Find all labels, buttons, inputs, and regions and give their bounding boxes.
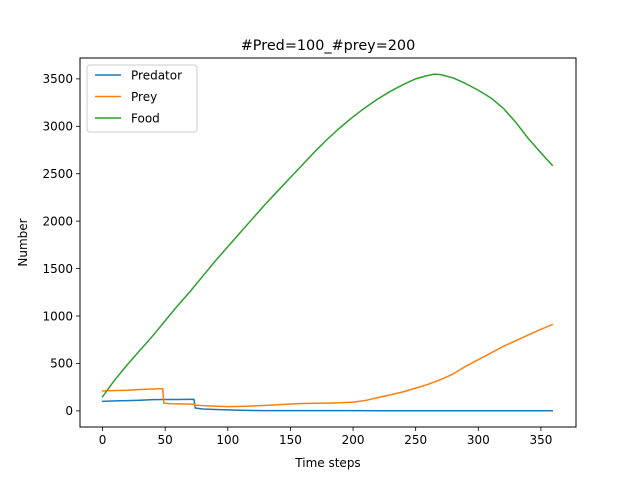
series-lines	[101, 73, 554, 412]
y-tick-label: 0	[65, 404, 73, 418]
y-tick-label: 3500	[42, 72, 73, 86]
y-tick-label: 1000	[42, 309, 73, 323]
x-tick-label: 100	[216, 433, 239, 447]
series-line-predator	[101, 398, 553, 412]
y-tick-label: 3000	[42, 120, 73, 134]
legend-box	[86, 64, 198, 133]
series-line-food	[101, 73, 554, 398]
x-tick-label: 0	[99, 433, 107, 447]
y-tick-label: 500	[50, 357, 73, 371]
x-axis-label: Time steps	[294, 456, 360, 470]
plot-frame	[79, 57, 577, 428]
x-tick-label: 300	[467, 433, 490, 447]
series-line-prey	[101, 323, 554, 408]
y-axis-label: Number	[16, 218, 30, 266]
x-axis: 0 50 100 150 200 250 300 350	[99, 427, 552, 447]
x-tick-label: 150	[279, 433, 302, 447]
x-tick-label: 50	[158, 433, 173, 447]
legend: Predator Prey Food	[86, 64, 198, 133]
y-tick-label: 1500	[42, 262, 73, 276]
y-tick-label: 2500	[42, 167, 73, 181]
plot-area: 0 50 100 150 200 250 300 350 0 500 1000 1500 2000 25…	[42, 57, 577, 447]
x-tick-label: 250	[404, 433, 427, 447]
y-axis: 0 500 1000 1500 2000 2500 3000 3500	[42, 72, 80, 418]
legend-label-prey: Prey	[131, 90, 157, 104]
chart-title: #Pred=100_#prey=200	[241, 38, 415, 54]
y-tick-label: 2000	[42, 214, 73, 228]
legend-label-food: Food	[131, 111, 160, 125]
x-tick-label: 350	[529, 433, 552, 447]
legend-label-predator: Predator	[131, 68, 182, 82]
x-tick-label: 200	[342, 433, 365, 447]
